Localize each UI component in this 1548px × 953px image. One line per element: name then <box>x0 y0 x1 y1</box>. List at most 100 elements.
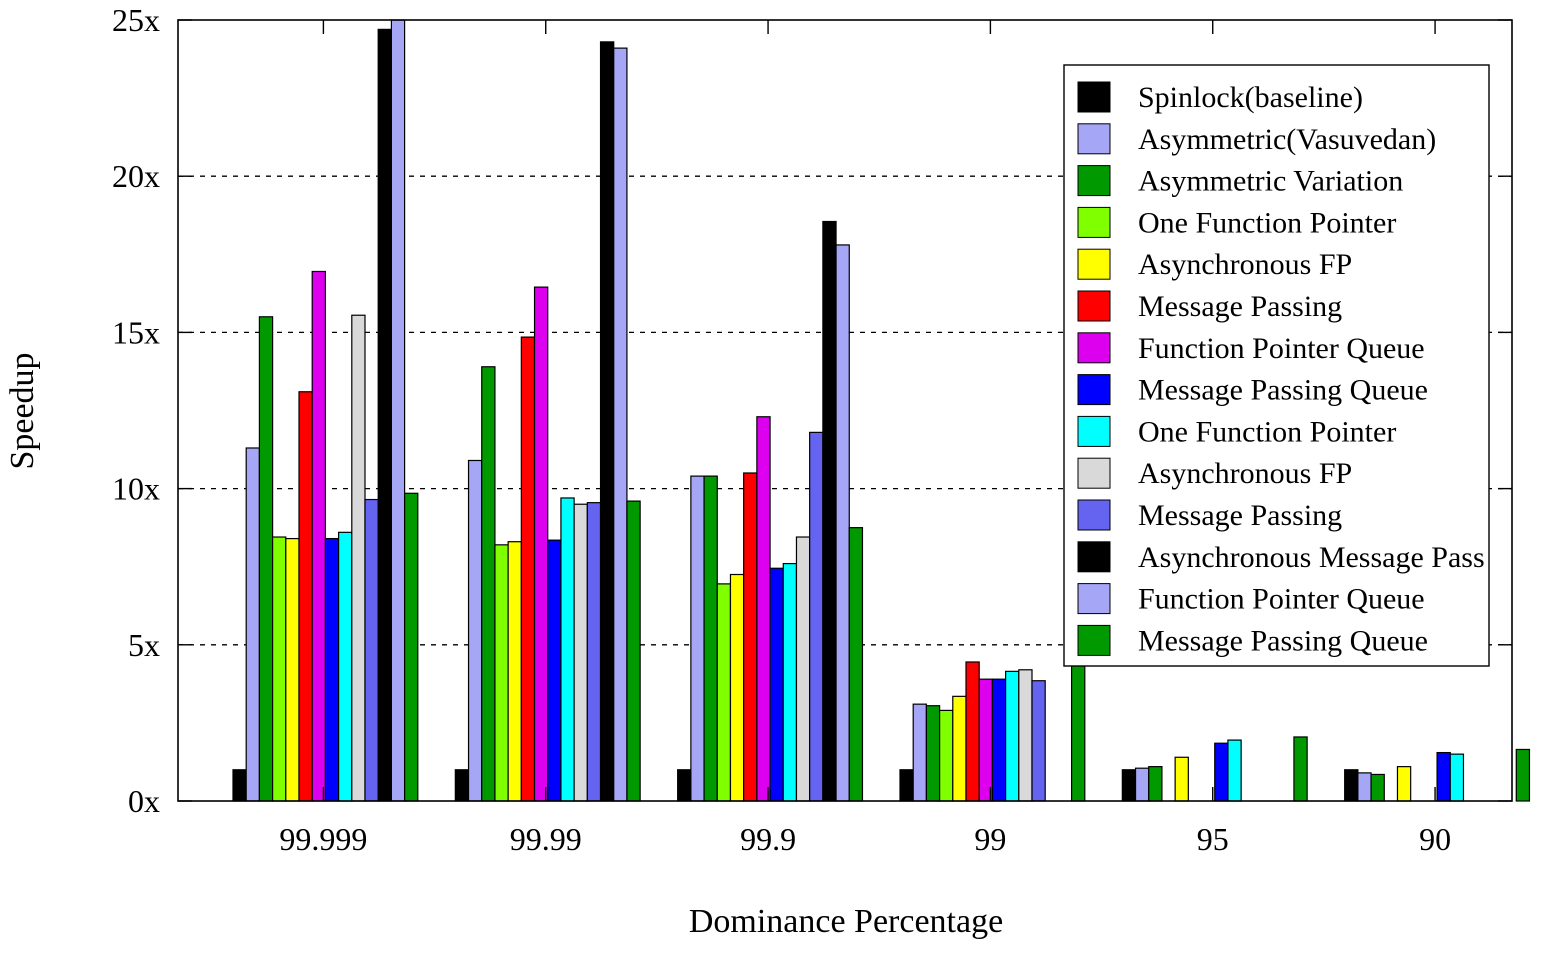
bar <box>599 41 615 802</box>
bar <box>573 503 588 802</box>
y-tick-label: 20x <box>112 158 160 194</box>
bar <box>1214 742 1229 802</box>
bar <box>390 19 406 802</box>
bar <box>364 498 379 802</box>
bar <box>613 47 628 802</box>
bar <box>1357 772 1372 802</box>
bar <box>533 286 549 802</box>
bar <box>991 678 1007 802</box>
bar <box>848 527 864 802</box>
legend-label: Spinlock(baseline) <box>1138 81 1363 114</box>
bar <box>285 537 300 802</box>
legend-label: Message Passing Queue <box>1138 624 1428 657</box>
legend-swatch <box>1077 499 1111 531</box>
legend-label: Asymmetric(Vasuvedan) <box>1138 123 1436 156</box>
bar <box>1344 769 1359 802</box>
bar <box>965 661 980 802</box>
legend-label: Function Pointer Queue <box>1138 583 1425 616</box>
bar <box>481 366 496 802</box>
bar <box>494 544 509 802</box>
bar <box>258 316 274 802</box>
bar <box>377 28 393 802</box>
bar <box>756 416 771 802</box>
legend-label: Asynchronous Message Pass <box>1138 541 1485 574</box>
x-tick-label: 99 <box>974 821 1006 857</box>
legend-swatch <box>1077 81 1111 113</box>
x-tick-label: 99.99 <box>510 821 582 857</box>
plot-border <box>177 19 1513 802</box>
bar <box>547 539 562 802</box>
x-axis-ticks: 99.999 99.99 99.9 99 95 90 <box>279 20 1451 857</box>
bar <box>899 769 914 802</box>
bar <box>809 431 824 802</box>
bar <box>677 769 692 802</box>
bars <box>232 19 1531 802</box>
x-tick-label: 95 <box>1197 821 1229 857</box>
y-tick-label: 15x <box>112 314 160 350</box>
bar <box>626 500 641 802</box>
bar <box>729 573 745 802</box>
bar <box>703 475 718 802</box>
bar <box>938 709 954 802</box>
y-axis-ticks: 0x 5x 10x 15x 20x 25x <box>112 2 1512 819</box>
bar <box>1018 669 1033 802</box>
legend-swatch <box>1077 374 1111 406</box>
bar <box>560 497 575 802</box>
bar <box>1004 670 1020 802</box>
legend-swatch <box>1077 290 1111 322</box>
legend-box <box>1063 64 1490 667</box>
bar <box>795 536 811 802</box>
bar <box>324 537 340 802</box>
bar <box>298 391 313 802</box>
y-tick-label: 25x <box>112 2 160 38</box>
bar <box>1370 773 1385 802</box>
legend-label: Message Passing <box>1138 499 1342 532</box>
legend-swatch <box>1077 332 1111 364</box>
bar <box>520 336 536 802</box>
legend-swatch <box>1077 541 1111 573</box>
x-tick-label: 90 <box>1419 821 1451 857</box>
y-axis-label: Speedup <box>4 352 41 469</box>
bar <box>1515 748 1531 802</box>
bar <box>769 567 784 802</box>
legend-swatch <box>1077 583 1111 615</box>
bar <box>978 678 994 802</box>
bar <box>1031 680 1046 802</box>
bar <box>835 244 850 802</box>
bar <box>1070 664 1086 802</box>
x-axis-label: Dominance Percentage <box>689 903 1003 940</box>
bar <box>245 447 260 802</box>
bar <box>272 536 287 802</box>
y-tick-label: 0x <box>128 783 160 819</box>
legend: Spinlock(baseline) Asymmetric(Vasuvedan) A… <box>1063 64 1490 667</box>
legend-swatch <box>1077 206 1111 238</box>
bar <box>822 220 837 802</box>
bar <box>1436 751 1451 802</box>
bar <box>351 314 366 802</box>
legend-label: Asynchronous FP <box>1138 248 1352 281</box>
plot-frame <box>177 19 1513 802</box>
bar <box>1148 766 1163 802</box>
bar <box>743 472 758 802</box>
bar <box>925 705 941 802</box>
bar <box>1449 753 1465 802</box>
legend-label: Message Passing <box>1138 290 1342 323</box>
bar <box>404 492 419 802</box>
bar <box>467 459 483 802</box>
bar <box>507 541 522 802</box>
y-tick-label: 10x <box>112 471 160 507</box>
bar <box>338 531 353 802</box>
bar <box>912 703 928 802</box>
legend-label: Asynchronous FP <box>1138 457 1352 490</box>
legend-label: Function Pointer Queue <box>1138 332 1425 365</box>
bar <box>1293 736 1308 802</box>
bar <box>232 769 247 802</box>
legend-label: Asymmetric Variation <box>1138 165 1403 198</box>
x-tick-label: 99.9 <box>740 821 796 857</box>
bar <box>1227 739 1242 802</box>
bar <box>1134 767 1150 802</box>
legend-swatch <box>1077 457 1111 489</box>
legend-label: One Function Pointer <box>1138 206 1396 239</box>
